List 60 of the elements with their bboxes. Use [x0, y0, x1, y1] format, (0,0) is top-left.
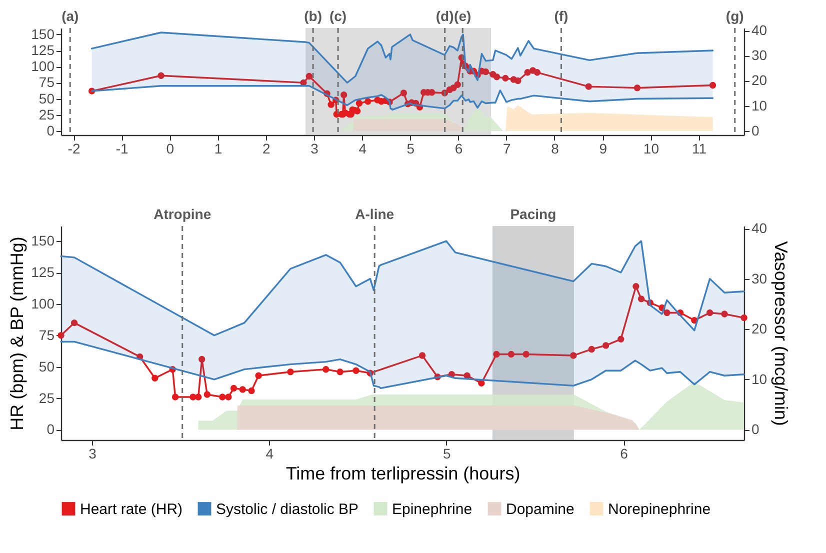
ref-line-label: (d) [436, 8, 454, 24]
y-tick-label: 0 [46, 122, 55, 138]
x-tick-label: 5 [406, 140, 415, 156]
x-tick-label: 1 [214, 140, 222, 156]
x-axis-title: Time from terlipressin (hours) [286, 464, 520, 484]
legend-label: Systolic / diastolic BP [216, 500, 359, 518]
x-tick-label: 4 [266, 446, 274, 462]
y2-tick-label: 20 [752, 320, 768, 337]
y-tick-label: 150 [31, 26, 55, 42]
y2-tick-label: 10 [752, 370, 768, 387]
y-tick-label: 50 [38, 90, 55, 106]
ref-line-label: (b) [304, 8, 322, 24]
y-tick-label: 0 [46, 421, 55, 438]
ref-line-label: (f) [554, 8, 568, 24]
y-tick-label: 150 [31, 232, 55, 249]
x-tick-label: 5 [442, 446, 451, 462]
x-tick-label: -1 [116, 140, 129, 156]
x-tick-label: 7 [502, 140, 511, 156]
y-tick-label: 75 [38, 326, 55, 343]
y2-tick-label: 0 [752, 122, 760, 138]
x-tick-label: 3 [88, 446, 97, 462]
x-tick-label: 6 [620, 446, 628, 462]
ref-line-label: Atropine [154, 206, 212, 222]
x-tick-label: 11 [692, 140, 707, 156]
ref-line-label: (e) [454, 8, 472, 24]
y2-tick-label: 30 [752, 47, 768, 64]
x-tick-label: 8 [551, 140, 560, 156]
x-tick-label: -2 [68, 140, 80, 156]
y-tick-label: 125 [31, 264, 55, 280]
y-tick-label: 50 [38, 358, 55, 374]
x-tick-label: 10 [643, 140, 660, 156]
ref-line-label: (g) [726, 8, 744, 24]
y-tick-label: 125 [31, 42, 55, 58]
y-tick-label: 100 [31, 58, 55, 74]
y-axis-title: HR (bpm) & BP (mmHg) [7, 236, 28, 430]
y2-tick-label: 10 [752, 97, 768, 114]
y-tick-label: 25 [38, 106, 55, 122]
y2-tick-label: 40 [752, 22, 768, 38]
ref-line-label: (a) [62, 8, 79, 24]
y2-axis-title: Vasopressor (mcg/min) [771, 241, 792, 426]
y-tick-label: 25 [38, 390, 55, 406]
y2-tick-label: 30 [752, 270, 768, 286]
y2-tick-label: 40 [752, 220, 768, 236]
x-tick-label: 6 [454, 140, 463, 156]
legend-label: Heart rate (HR) [80, 500, 183, 518]
band-label: Pacing [510, 206, 556, 222]
y2-tick-label: 20 [752, 72, 768, 88]
x-tick-label: 4 [358, 140, 367, 156]
x-tick-label: 0 [166, 140, 174, 156]
ref-line-label: A-line [355, 206, 394, 222]
x-tick-label: 9 [599, 140, 608, 156]
x-tick-label: 3 [310, 140, 319, 156]
legend-label: Dopamine [506, 500, 574, 518]
y-tick-label: 75 [38, 74, 55, 90]
ref-line-label: (c) [329, 8, 347, 24]
legend-label: Norepinephrine [608, 500, 711, 518]
y2-tick-label: 0 [752, 421, 760, 438]
y-tick-label: 100 [31, 295, 55, 312]
legend-label: Epinephrine [392, 500, 472, 518]
x-tick-label: 2 [262, 140, 270, 156]
